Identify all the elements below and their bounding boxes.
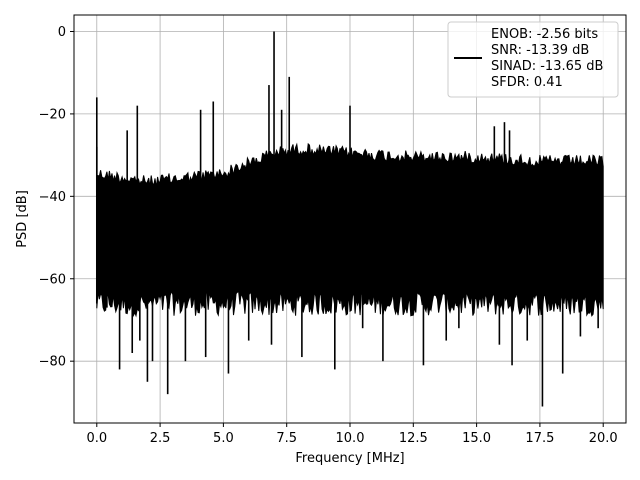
x-tick-label: 20.0 bbox=[589, 431, 618, 446]
x-tick-label: 5.0 bbox=[213, 431, 234, 446]
x-tick-label: 12.5 bbox=[399, 431, 428, 446]
x-tick-label: 10.0 bbox=[336, 431, 365, 446]
x-axis-label: Frequency [MHz] bbox=[295, 451, 404, 466]
legend-enob: ENOB: -2.56 bits bbox=[491, 27, 598, 42]
x-tick-label: 2.5 bbox=[150, 431, 171, 446]
psd-noise-band bbox=[96, 142, 604, 318]
x-axis-ticks: 0.0 2.5 5.0 7.5 10.0 12.5 15.0 17.5 20.0 bbox=[86, 423, 618, 446]
x-tick-label: 15.0 bbox=[462, 431, 491, 446]
legend: ENOB: -2.56 bits SNR: -13.39 dB SINAD: -… bbox=[447, 21, 619, 98]
y-tick-label: −60 bbox=[39, 272, 66, 287]
y-tick-label: −20 bbox=[39, 107, 66, 122]
x-tick-label: 0.0 bbox=[86, 431, 107, 446]
x-tick-label: 7.5 bbox=[276, 431, 297, 446]
y-axis-ticks: 0 −20 −40 −60 −80 bbox=[39, 25, 74, 370]
y-tick-label: −40 bbox=[39, 190, 66, 205]
plot-area bbox=[95, 31, 604, 407]
y-tick-label: 0 bbox=[58, 25, 66, 40]
legend-sinad: SINAD: -13.65 dB bbox=[491, 59, 603, 74]
psd-spikes bbox=[95, 31, 599, 407]
y-axis-label: PSD [dB] bbox=[15, 190, 30, 248]
legend-snr: SNR: -13.39 dB bbox=[491, 43, 589, 58]
y-tick-label: −80 bbox=[39, 355, 66, 370]
legend-sfdr: SFDR: 0.41 bbox=[491, 75, 563, 90]
x-tick-label: 17.5 bbox=[525, 431, 554, 446]
legend-box bbox=[447, 21, 619, 98]
